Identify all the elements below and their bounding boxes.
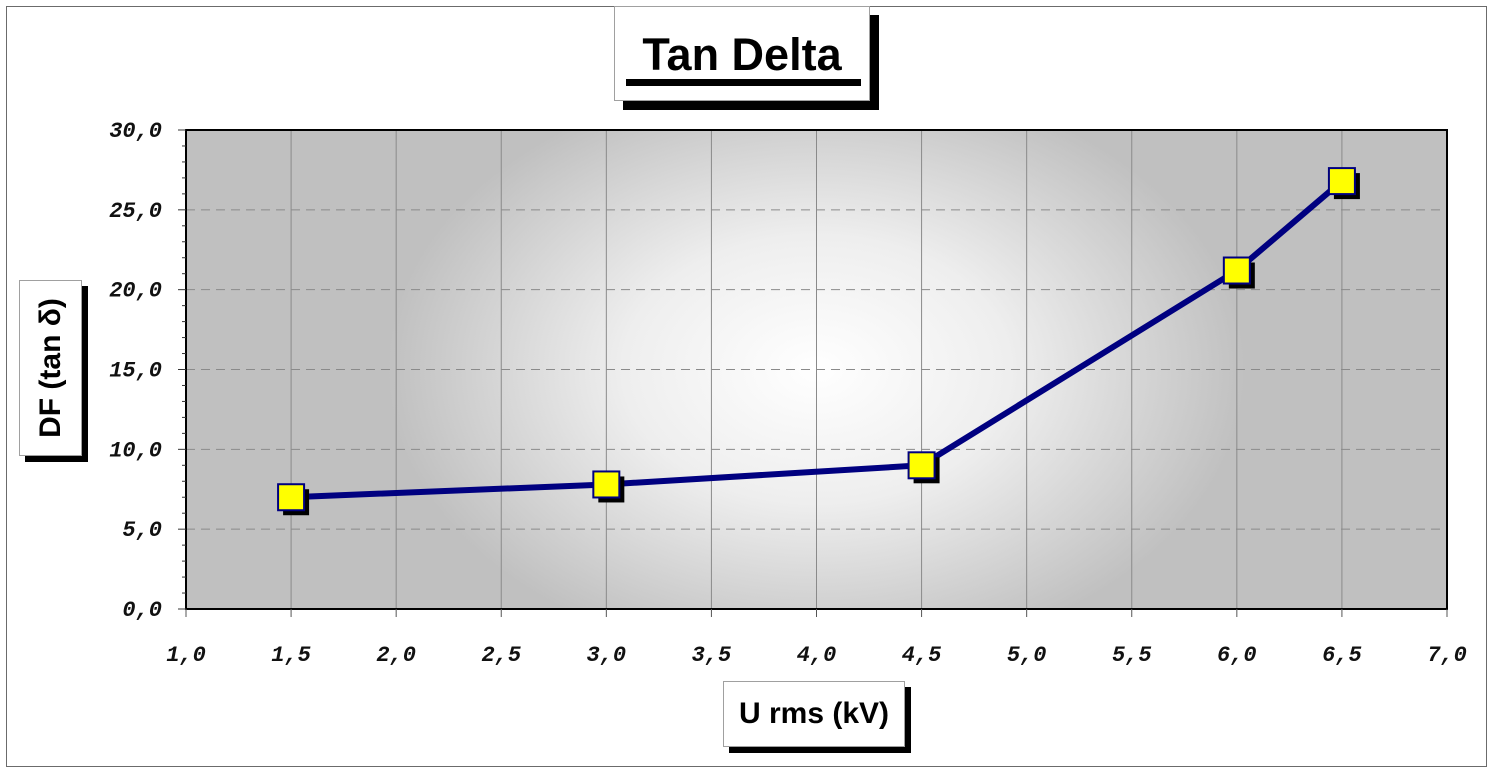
x-tick-label: 5,0 — [1007, 643, 1047, 668]
x-tick-label: 5,5 — [1112, 643, 1152, 668]
y-tick-label: 5,0 — [122, 518, 162, 543]
data-point-marker — [592, 470, 621, 499]
data-series — [277, 167, 1360, 516]
y-tick-label: 20,0 — [109, 279, 162, 304]
y-tick-label: 0,0 — [122, 598, 162, 623]
data-point-marker — [277, 483, 306, 512]
x-tick-label: 3,0 — [587, 643, 627, 668]
data-point-marker — [1327, 167, 1356, 196]
data-point-marker — [1222, 256, 1251, 285]
x-axis-label: U rms (kV) — [738, 697, 890, 730]
x-axis-ticks: 1,0 1,5 2,0 2,5 3,0 3,5 4,0 4,5 5,0 5,5 6,0 6,5 7,0 — [166, 609, 1467, 668]
x-tick-label: 2,0 — [376, 643, 416, 668]
x-tick-label: 3,5 — [692, 643, 732, 668]
chart-title: Tan Delta — [642, 29, 842, 80]
y-axis-label: DF (tan δ) — [33, 298, 67, 438]
x-tick-label: 6,5 — [1322, 643, 1362, 668]
y-tick-label: 25,0 — [109, 199, 162, 224]
x-tick-label: 6,0 — [1217, 643, 1257, 668]
y-tick-label: 10,0 — [109, 438, 162, 463]
y-axis-label-box: DF (tan δ) — [19, 280, 82, 456]
title-underline — [626, 79, 861, 86]
y-axis-ticks: 0,0 5,0 10,0 15,0 20,0 25,0 30,0 — [109, 119, 186, 623]
x-axis-label-box: U rms (kV) — [723, 681, 905, 747]
chart-title-box: Tan Delta — [614, 6, 870, 101]
y-tick-label: 30,0 — [109, 119, 162, 144]
y-tick-label: 15,0 — [109, 359, 162, 384]
x-tick-label: 2,5 — [481, 643, 521, 668]
data-point-marker — [907, 451, 936, 480]
x-tick-label: 1,0 — [166, 643, 206, 668]
x-tick-label: 4,5 — [902, 643, 942, 668]
x-tick-label: 7,0 — [1427, 643, 1467, 668]
x-tick-label: 4,0 — [797, 643, 837, 668]
y-gridlines — [186, 209, 1447, 530]
x-tick-label: 1,5 — [271, 643, 311, 668]
